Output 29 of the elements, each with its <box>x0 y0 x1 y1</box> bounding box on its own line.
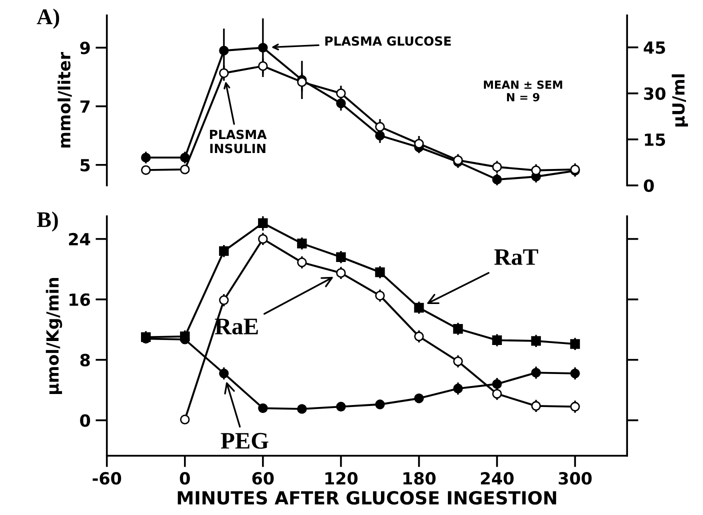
x-tick-label: -60 <box>92 472 122 485</box>
y-tick-label: 5 <box>80 159 90 172</box>
x-tick-label: 180 <box>403 472 436 485</box>
annotation: MEAN ± SEM N = 9 <box>484 80 562 102</box>
text: RaT <box>494 249 538 266</box>
series-label: PLASMA INSULIN <box>210 130 267 154</box>
y-axis-title: µmol/Kg/min <box>46 278 62 394</box>
legend-label: PEG <box>220 432 268 449</box>
x-tick-label: 240 <box>480 472 514 485</box>
y-axis-title: mmol/liter <box>58 52 72 148</box>
x-tick-label: 0 <box>180 472 190 485</box>
y2-tick-label: 45 <box>644 42 666 54</box>
y-tick-label: 0 <box>80 414 90 427</box>
y-tick-label: 7 <box>80 100 90 113</box>
y2-tick-label: 0 <box>644 179 654 192</box>
y-tick-label: 8 <box>80 354 90 366</box>
y2-axis-title: µU/ml <box>672 74 688 126</box>
y-tick-label: 24 <box>69 232 90 246</box>
x-tick-label: 300 <box>558 472 592 485</box>
y-tick-label: 16 <box>70 293 90 306</box>
x-tick-label: 60 <box>252 472 274 485</box>
x-tick-label: 120 <box>325 472 358 485</box>
legend-label: PLASMA GLUCOSE <box>325 36 451 46</box>
chart-title: B) <box>36 212 58 232</box>
y2-tick-label: 30 <box>644 87 666 100</box>
chart-title: A) <box>36 8 60 29</box>
x-axis-title: MINUTES AFTER GLUCOSE INGESTION <box>178 490 556 505</box>
y-tick-label: 9 <box>80 42 90 54</box>
y2-tick-label: 15 <box>644 134 666 146</box>
